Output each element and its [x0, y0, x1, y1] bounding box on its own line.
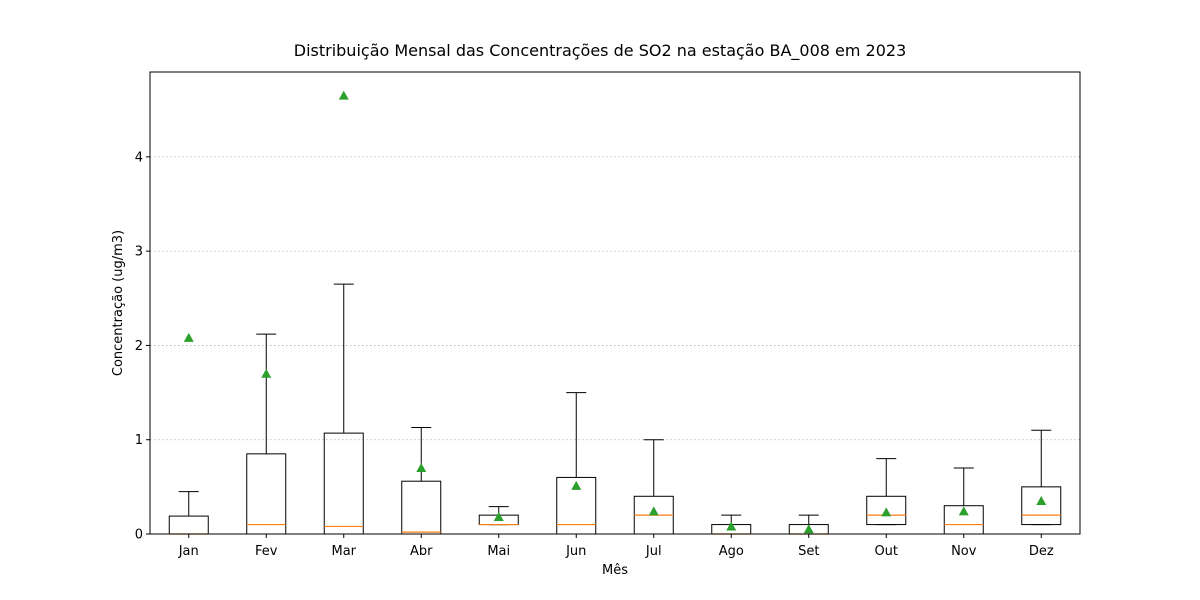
box-iqr: [246, 453, 287, 535]
y-tick-label: 0: [135, 528, 143, 543]
x-tick-label: Set: [798, 544, 819, 559]
mean-marker: [493, 512, 504, 522]
y-tick-label: 1: [135, 433, 143, 448]
mean-marker: [726, 521, 737, 531]
box-iqr: [866, 495, 907, 526]
gridlines: [150, 156, 1080, 535]
chart-title: Distribuição Mensal das Concentrações de…: [294, 41, 907, 61]
y-axis-label: Concentração (ug/m3): [111, 230, 126, 376]
x-tick-label: Mar: [331, 544, 356, 559]
y-tick-label: 4: [135, 150, 143, 165]
box-iqr: [401, 480, 442, 535]
box-iqr: [323, 432, 364, 535]
mean-marker: [183, 332, 194, 342]
mean-marker: [803, 524, 814, 534]
x-tick-label: Dez: [1029, 544, 1054, 559]
box-iqr: [168, 515, 209, 535]
x-tick-label: Jun: [565, 544, 586, 559]
x-tick-label: Ago: [719, 544, 744, 559]
mean-marker: [881, 507, 892, 517]
mean-marker: [958, 506, 969, 516]
mean-marker: [261, 368, 272, 378]
plot-frame: [149, 71, 1081, 535]
x-tick-label: Out: [874, 544, 898, 559]
mean-marker: [648, 506, 659, 516]
x-tick-label: Fev: [255, 544, 278, 559]
y-tick-label: 3: [135, 245, 143, 260]
x-axis-label: Mês: [602, 563, 628, 578]
mean-marker: [416, 463, 427, 472]
mean-marker: [1036, 496, 1047, 505]
mean-marker: [571, 480, 582, 490]
axis-ticks: 0 1 2 3 4 Jan Fev Mar Abr Mai Jun Jul Ago Set Out Nov De…: [135, 150, 1054, 559]
box-iqr: [1021, 486, 1062, 526]
x-tick-label: Mai: [487, 544, 510, 559]
x-tick-label: Jan: [178, 544, 199, 559]
mean-marker: [338, 90, 349, 100]
y-tick-label: 2: [135, 339, 143, 354]
x-tick-label: Jul: [645, 544, 662, 559]
x-tick-label: Abr: [410, 544, 433, 559]
x-tick-label: Nov: [951, 544, 977, 559]
